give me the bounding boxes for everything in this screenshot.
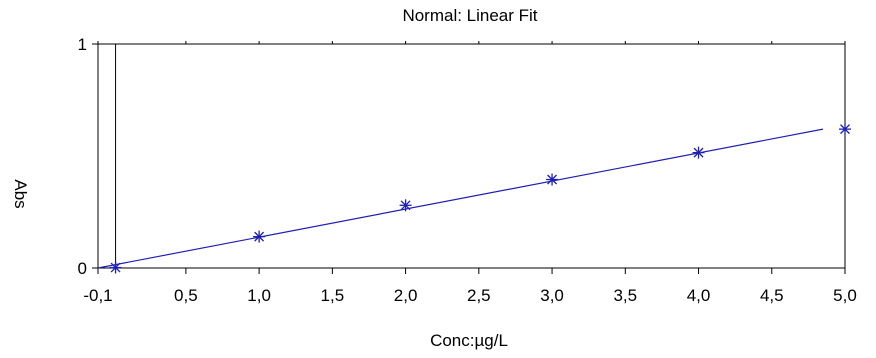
x-tick-label: 1,0 bbox=[247, 286, 271, 305]
plot-frame bbox=[97, 43, 846, 269]
data-point-marker bbox=[839, 123, 851, 136]
data-point-marker bbox=[546, 173, 559, 186]
fit-line bbox=[97, 128, 824, 269]
x-tick-label: 3,5 bbox=[613, 286, 637, 305]
x-tick-label: 3,0 bbox=[540, 286, 564, 305]
x-tick-label: -0,1 bbox=[83, 286, 112, 305]
x-tick-label: 2,0 bbox=[394, 286, 418, 305]
plot-area: -0,1 0,5 1,0 1,5 2,0 2,5 3,0 3,5 4,0 4,5 5,0 0 1 bbox=[78, 35, 857, 305]
y-axis-label: Abs bbox=[11, 179, 30, 208]
x-tick-label: 5,0 bbox=[833, 286, 857, 305]
x-tick-label: 2,5 bbox=[467, 286, 491, 305]
x-axis-label: Conc:µg/L bbox=[430, 331, 508, 350]
data-point-marker bbox=[253, 230, 266, 243]
x-tick-label: 4,0 bbox=[687, 286, 711, 305]
data-point-marker bbox=[692, 146, 705, 159]
y-tick-label: 0 bbox=[78, 259, 87, 278]
x-tick-label: 4,5 bbox=[760, 286, 784, 305]
x-tick-label: 1,5 bbox=[321, 286, 345, 305]
data-point-marker bbox=[399, 199, 412, 212]
x-tick-label: 0,5 bbox=[174, 286, 198, 305]
chart-title: Normal: Linear Fit bbox=[402, 6, 537, 25]
data-point-marker bbox=[109, 261, 122, 274]
y-tick-label: 1 bbox=[78, 35, 87, 54]
